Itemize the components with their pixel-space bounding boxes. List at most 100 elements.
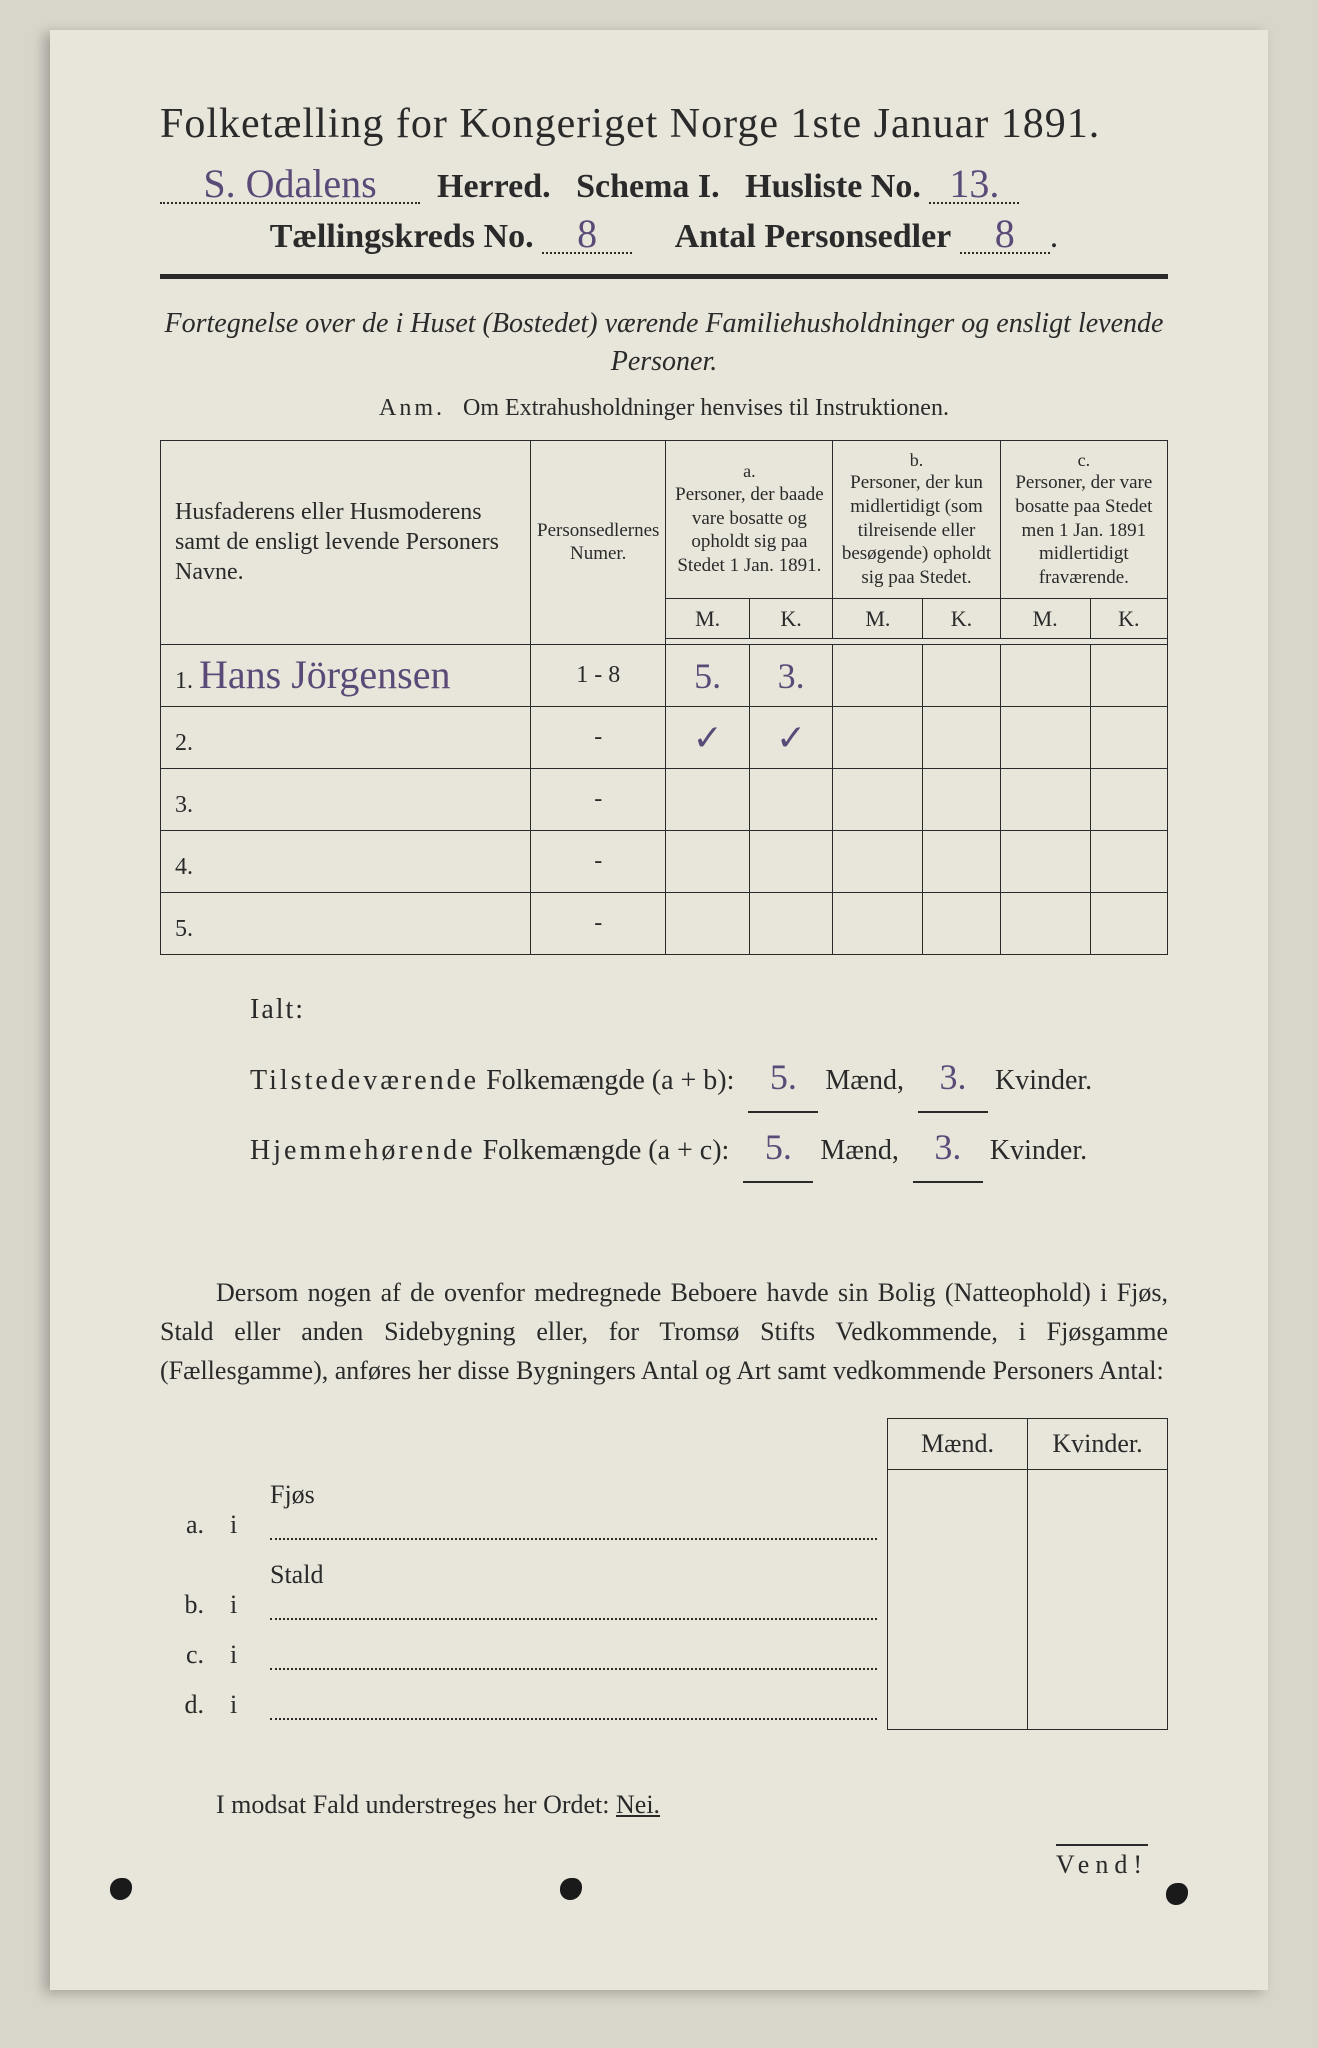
grp-a-label: a. — [672, 460, 826, 483]
nei-word: Nei. — [616, 1790, 660, 1819]
maend-1: Mænd, — [825, 1065, 904, 1096]
table-row: 2. -✓✓ — [161, 707, 1168, 769]
row-number: 4. — [161, 831, 531, 893]
antal-value: 8 — [960, 216, 1050, 254]
grp-b-text: Personer, der kun midlertidigt (som tilr… — [839, 471, 993, 590]
side-maend-cell — [888, 1630, 1028, 1680]
dotted-line-icon — [270, 1644, 877, 1670]
col-header-name-text: Husfaderens eller Husmoderens samt de en… — [175, 499, 499, 585]
dotted-line-icon — [270, 1594, 877, 1620]
husliste-value: 13. — [929, 166, 1019, 204]
grp-b-label: b. — [839, 449, 993, 472]
row-pnum: - — [531, 893, 666, 955]
v2m: 5. — [743, 1113, 813, 1183]
side-kvinder-cell — [1028, 1470, 1168, 1550]
totals-line-2: Hjemmehørende Folkemængde (a + c): 5. Mæ… — [250, 1113, 1168, 1183]
table-row: 4. - — [161, 831, 1168, 893]
v1k: 3. — [918, 1043, 988, 1113]
ink-blot-icon — [110, 1878, 132, 1900]
maend-2: Mænd, — [820, 1135, 899, 1166]
side-row: d.i — [160, 1680, 1168, 1730]
side-lab: c. — [160, 1630, 220, 1680]
side-kind — [260, 1680, 888, 1730]
side-i: i — [220, 1470, 260, 1550]
row-number: 5. — [161, 893, 531, 955]
side-building-paragraph: Dersom nogen af de ovenfor medregnede Be… — [160, 1273, 1168, 1390]
schema-label: Schema I. — [576, 168, 720, 205]
col-c-k: K. — [1090, 598, 1167, 639]
col-b-k: K. — [923, 598, 1000, 639]
kvinder-1: Kvinder. — [995, 1065, 1092, 1096]
col-header-name: Husfaderens eller Husmoderens samt de en… — [161, 440, 531, 645]
side-i: i — [220, 1630, 260, 1680]
row-number: 2. — [161, 707, 531, 769]
row-number: 1. Hans Jörgensen — [161, 645, 531, 707]
col-b-m: M. — [833, 598, 923, 639]
side-lab: d. — [160, 1680, 220, 1730]
side-row: b.iStald — [160, 1550, 1168, 1630]
row-pnum: - — [531, 831, 666, 893]
table-row: 5. - — [161, 893, 1168, 955]
dotted-line-icon — [270, 1694, 877, 1720]
side-kind: Fjøs — [260, 1470, 888, 1550]
side-kind: Stald — [260, 1550, 888, 1630]
cell-aK: ✓ — [776, 718, 806, 758]
table-row: 1. Hans Jörgensen1 - 8 5. 3. — [161, 645, 1168, 707]
row-pnum: - — [531, 769, 666, 831]
row-number: 3. — [161, 769, 531, 831]
side-kvinder-cell — [1028, 1630, 1168, 1680]
census-form-page: Folketælling for Kongeriget Norge 1ste J… — [50, 30, 1268, 1990]
side-i: i — [220, 1550, 260, 1630]
col-group-a: a. Personer, der baade vare bosatte og o… — [666, 440, 833, 598]
col-group-b: b. Personer, der kun midlertidigt (som t… — [833, 440, 1000, 598]
form-subtitle: Fortegnelse over de i Huset (Bostedet) v… — [160, 305, 1168, 381]
ink-blot-icon — [560, 1878, 582, 1900]
side-maend-cell — [888, 1680, 1028, 1730]
v2k: 3. — [913, 1113, 983, 1183]
cell-aK: 3. — [778, 656, 805, 696]
vend-label: Vend! — [1056, 1844, 1148, 1880]
anm-text: Om Extrahusholdninger henvises til Instr… — [463, 395, 949, 421]
grp-c-text: Personer, der vare bosatte paa Stedet me… — [1007, 471, 1161, 590]
kreds-value: 8 — [542, 216, 632, 254]
col-c-m: M. — [1000, 598, 1090, 639]
totals-line-1: Tilstedeværende Folkemængde (a + b): 5. … — [250, 1043, 1168, 1113]
cell-aM: ✓ — [693, 718, 723, 758]
nei-text: I modsat Fald understreges her Ordet: — [216, 1790, 610, 1819]
line1-a: Tilstedeværende — [250, 1065, 479, 1096]
cell-aM: 5. — [694, 656, 721, 696]
nei-line: I modsat Fald understreges her Ordet: Ne… — [160, 1790, 1168, 1820]
line2-a: Hjemmehørende — [250, 1135, 476, 1166]
line2-b: Folkemængde (a + c): — [483, 1135, 730, 1166]
grp-a-text: Personer, der baade vare bosatte og opho… — [672, 483, 826, 578]
side-i: i — [220, 1680, 260, 1730]
grp-c-label: c. — [1007, 449, 1161, 472]
col-header-num: Personsedlernes Numer. — [531, 440, 666, 645]
households-table: Husfaderens eller Husmoderens samt de en… — [160, 440, 1168, 956]
side-maend-cell — [888, 1470, 1028, 1550]
row-pnum: 1 - 8 — [531, 645, 666, 707]
row-pnum: - — [531, 707, 666, 769]
kvinder-2: Kvinder. — [990, 1135, 1087, 1166]
side-lab: a. — [160, 1470, 220, 1550]
side-buildings-table: Mænd. Kvinder. a.iFjøs b.iStald c.id.i — [160, 1418, 1168, 1730]
side-row: a.iFjøs — [160, 1470, 1168, 1550]
side-kvinder-cell — [1028, 1550, 1168, 1630]
line1-b: Folkemængde (a + b): — [486, 1065, 734, 1096]
col-a-k: K. — [749, 598, 832, 639]
col-group-c: c. Personer, der vare bosatte paa Stedet… — [1000, 440, 1167, 598]
antal-label: Antal Personsedler — [675, 218, 952, 255]
v1m: 5. — [748, 1043, 818, 1113]
kreds-label: Tællingskreds No. — [270, 218, 534, 255]
anm-label: Anm. — [379, 395, 445, 421]
anm-line: Anm. Om Extrahusholdninger henvises til … — [160, 395, 1168, 422]
ialt-label: Ialt: — [250, 983, 1168, 1036]
row-name: Hans Jörgensen — [199, 652, 450, 697]
side-kind — [260, 1630, 888, 1680]
herred-value: S. Odalens — [160, 166, 420, 204]
dotted-line-icon — [270, 1514, 877, 1540]
header-line-1: S. Odalens Herred. Schema I. Husliste No… — [160, 166, 1168, 206]
side-kvinder-cell — [1028, 1680, 1168, 1730]
table-row: 3. - — [161, 769, 1168, 831]
herred-label: Herred. — [437, 168, 551, 205]
